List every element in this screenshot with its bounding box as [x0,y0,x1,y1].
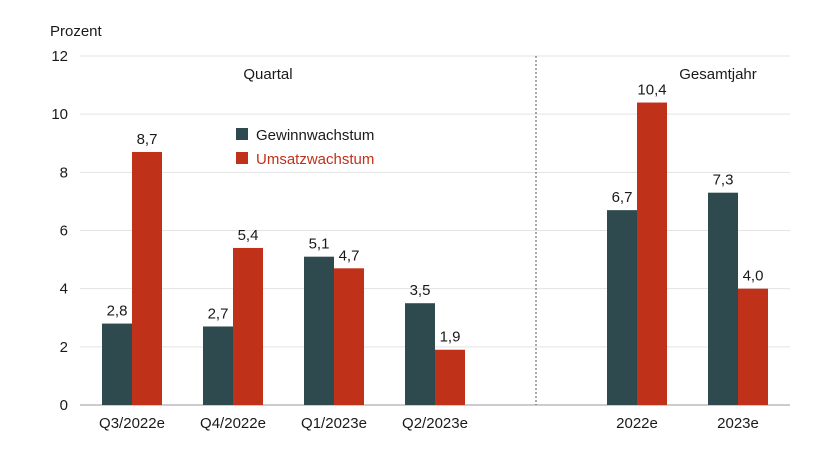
bar-umsatzwachstum [435,349,465,405]
bar-gewinnwachstum [203,326,233,405]
legend-label-umsatzwachstum: Umsatzwachstum [256,151,374,168]
x-category-label: Q4/2022e [200,415,266,432]
bar-value-label: 1,9 [440,329,461,346]
bar-value-label: 8,7 [137,131,158,148]
y-axis-ticks: 0 2 4 6 8 10 12 [51,48,68,414]
bar-value-labels: 2,8 8,7 2,7 5,4 5,1 4,7 3,5 1,9 6,7 10,4 7,3 4,0 [107,82,764,346]
y-tick-label: 12 [51,48,68,65]
x-axis-category-labels: Q3/2022e Q4/2022e Q1/2023e Q2/2023e 2022e 202… [99,415,759,432]
bar-umsatzwachstum [637,102,667,406]
bar-value-label: 2,8 [107,303,128,320]
bar-umsatzwachstum [132,151,162,405]
x-category-label: Q3/2022e [99,415,165,432]
bar-gewinnwachstum [708,192,738,405]
bar-gewinnwachstum [304,256,334,405]
bars [102,102,768,406]
bar-value-label: 5,1 [309,236,330,253]
bar-gewinnwachstum [607,210,637,405]
y-tick-label: 0 [60,397,68,414]
bar-gewinnwachstum [405,303,435,405]
x-category-label: Q2/2023e [402,415,468,432]
section-label-fullyear: Gesamtjahr [679,66,757,83]
bar-value-label: 6,7 [612,189,633,206]
bar-umsatzwachstum [738,288,768,405]
legend-swatch-gewinnwachstum [236,128,248,140]
bar-gewinnwachstum [102,323,132,405]
section-label-quarter: Quartal [243,66,292,83]
legend-swatch-umsatzwachstum [236,152,248,164]
y-tick-label: 10 [51,106,68,123]
gridlines [80,55,790,406]
x-category-label: 2022e [616,415,658,432]
y-axis-unit-label: Prozent [50,23,103,40]
bar-value-label: 4,7 [339,247,360,264]
bar-value-label: 5,4 [238,227,259,244]
y-tick-label: 8 [60,164,68,181]
bar-value-label: 3,5 [410,282,431,299]
legend-label-gewinnwachstum: Gewinnwachstum [256,127,374,144]
bar-value-label: 10,4 [637,82,666,99]
bar-value-label: 4,0 [743,268,764,285]
y-tick-label: 4 [60,281,68,298]
bar-value-label: 7,3 [713,172,734,189]
legend: Gewinnwachstum Umsatzwachstum [236,127,374,168]
y-tick-label: 6 [60,223,68,240]
bar-umsatzwachstum [334,268,364,405]
x-category-label: 2023e [717,415,759,432]
bar-value-label: 2,7 [208,305,229,322]
y-tick-label: 2 [60,339,68,356]
bar-umsatzwachstum [233,247,263,405]
x-category-label: Q1/2023e [301,415,367,432]
